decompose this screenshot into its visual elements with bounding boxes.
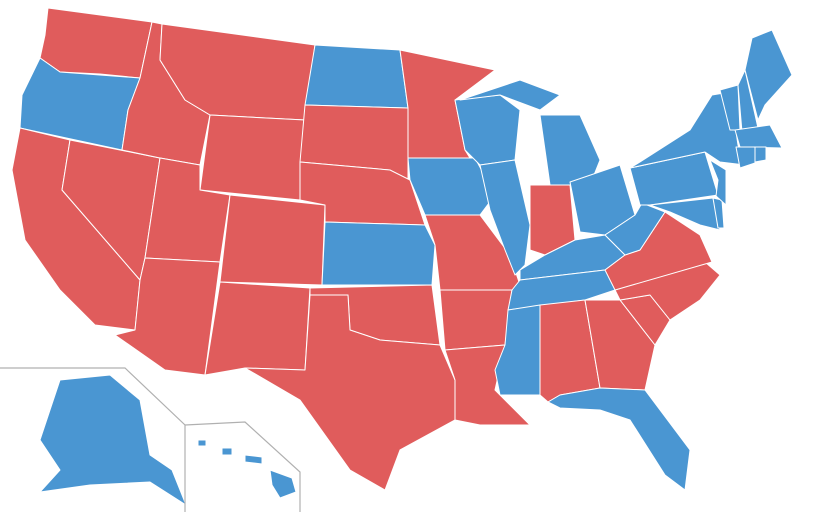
states-layer: [11, 7, 793, 506]
state-hi[interactable]: [221, 447, 233, 456]
state-co[interactable]: [219, 194, 326, 286]
state-wv[interactable]: [604, 202, 666, 256]
state-mn[interactable]: [399, 49, 496, 159]
state-hi[interactable]: [197, 439, 207, 447]
state-nd[interactable]: [304, 44, 409, 109]
state-hi[interactable]: [269, 469, 297, 499]
state-mi[interactable]: [459, 79, 561, 111]
state-wy[interactable]: [199, 114, 306, 201]
state-ct[interactable]: [735, 146, 756, 169]
alaska-inset-border: [0, 367, 186, 512]
state-nc[interactable]: [614, 261, 721, 321]
state-ri[interactable]: [754, 146, 767, 163]
state-ks[interactable]: [321, 221, 436, 286]
state-tx[interactable]: [244, 294, 456, 491]
state-ma[interactable]: [734, 124, 783, 149]
state-me[interactable]: [744, 29, 793, 121]
state-nm[interactable]: [204, 281, 311, 376]
state-md[interactable]: [649, 197, 721, 231]
state-ak[interactable]: [39, 374, 187, 506]
state-fl[interactable]: [547, 387, 691, 491]
state-hi[interactable]: [244, 454, 263, 465]
state-nj[interactable]: [709, 159, 727, 206]
state-az[interactable]: [114, 257, 221, 376]
state-ar[interactable]: [439, 289, 513, 351]
state-wa[interactable]: [39, 7, 153, 79]
hawaii-inset-border: [184, 421, 301, 512]
